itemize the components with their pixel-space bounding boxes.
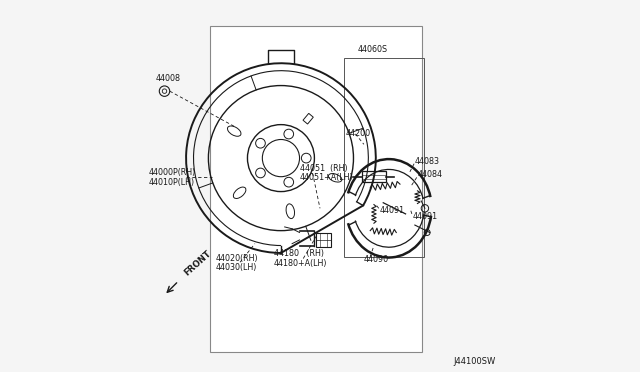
Text: 44180   (RH): 44180 (RH) — [273, 249, 323, 258]
Text: 44090: 44090 — [364, 255, 388, 264]
Text: FRONT: FRONT — [182, 248, 212, 277]
Text: 44000P(RH): 44000P(RH) — [149, 169, 196, 177]
Text: 44008: 44008 — [156, 74, 180, 83]
Text: 44051  (RH): 44051 (RH) — [300, 164, 347, 173]
Text: 44010P(LH): 44010P(LH) — [149, 178, 195, 187]
Text: 44030(LH): 44030(LH) — [216, 263, 257, 272]
Text: 44020(RH): 44020(RH) — [216, 254, 259, 263]
Bar — [362, 171, 386, 182]
Bar — [303, 113, 314, 124]
Text: J44100SW: J44100SW — [453, 357, 495, 366]
Text: 44083: 44083 — [415, 157, 440, 166]
Text: 44060S: 44060S — [357, 45, 387, 54]
Text: 44084: 44084 — [417, 170, 442, 179]
Bar — [344, 58, 424, 257]
Text: 44091: 44091 — [380, 206, 404, 215]
Text: 44091: 44091 — [412, 212, 437, 221]
Text: 44180+A(LH): 44180+A(LH) — [273, 259, 327, 267]
Text: 44051+A(LH): 44051+A(LH) — [300, 173, 353, 182]
Text: 44200: 44200 — [346, 129, 371, 138]
Bar — [211, 26, 422, 352]
Bar — [316, 232, 331, 247]
